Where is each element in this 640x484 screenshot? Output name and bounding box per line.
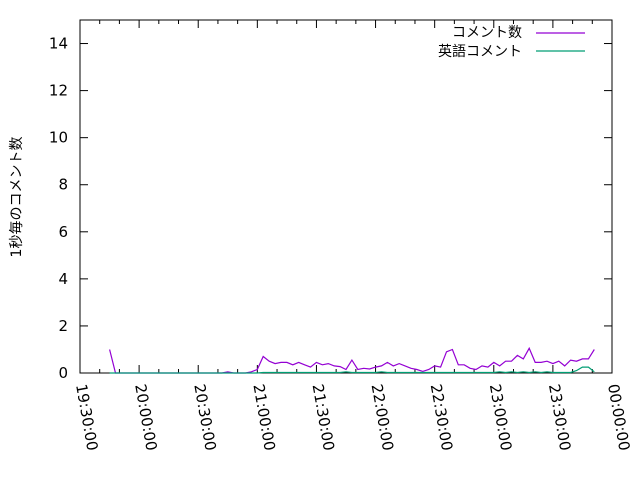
axes: 0 2 4 6 8 10 12 14 19:30:00 20:00:00 20:30:00 21:00… <box>49 19 633 452</box>
x-tick-label: 22:00:00 <box>368 383 397 452</box>
x-tick-label: 00:00:00 <box>604 383 633 452</box>
y-tick-label: 10 <box>49 129 68 147</box>
legend-label-english: 英語コメント <box>438 43 522 60</box>
plot-lines <box>109 346 595 374</box>
x-tick-label: 23:00:00 <box>486 383 515 452</box>
y-tick-label: 0 <box>58 364 68 382</box>
series-line-comments <box>109 346 595 374</box>
x-tick-label: 20:30:00 <box>190 383 219 452</box>
x-tick-label: 21:30:00 <box>309 383 338 452</box>
legend-label-comments: コメント数 <box>452 25 522 41</box>
y-tick-label: 2 <box>58 317 68 335</box>
x-tick-label: 21:00:00 <box>249 383 278 452</box>
x-tick-label: 22:30:00 <box>427 383 456 452</box>
plot-border <box>79 19 613 374</box>
series-line-english <box>109 366 595 374</box>
y-tick-label: 4 <box>58 270 68 288</box>
y-tick-label: 12 <box>49 82 68 100</box>
x-tick-label: 20:00:00 <box>131 383 160 452</box>
x-tick-label: 23:30:00 <box>545 383 574 452</box>
x-tick-label: 19:30:00 <box>72 383 101 452</box>
legend: コメント数 英語コメント <box>438 25 585 60</box>
y-tick-label: 8 <box>58 176 68 194</box>
y-axis-label: 1秒毎のコメント数 <box>9 137 25 258</box>
y-tick-label: 14 <box>49 35 68 53</box>
y-tick-label: 6 <box>58 223 68 241</box>
